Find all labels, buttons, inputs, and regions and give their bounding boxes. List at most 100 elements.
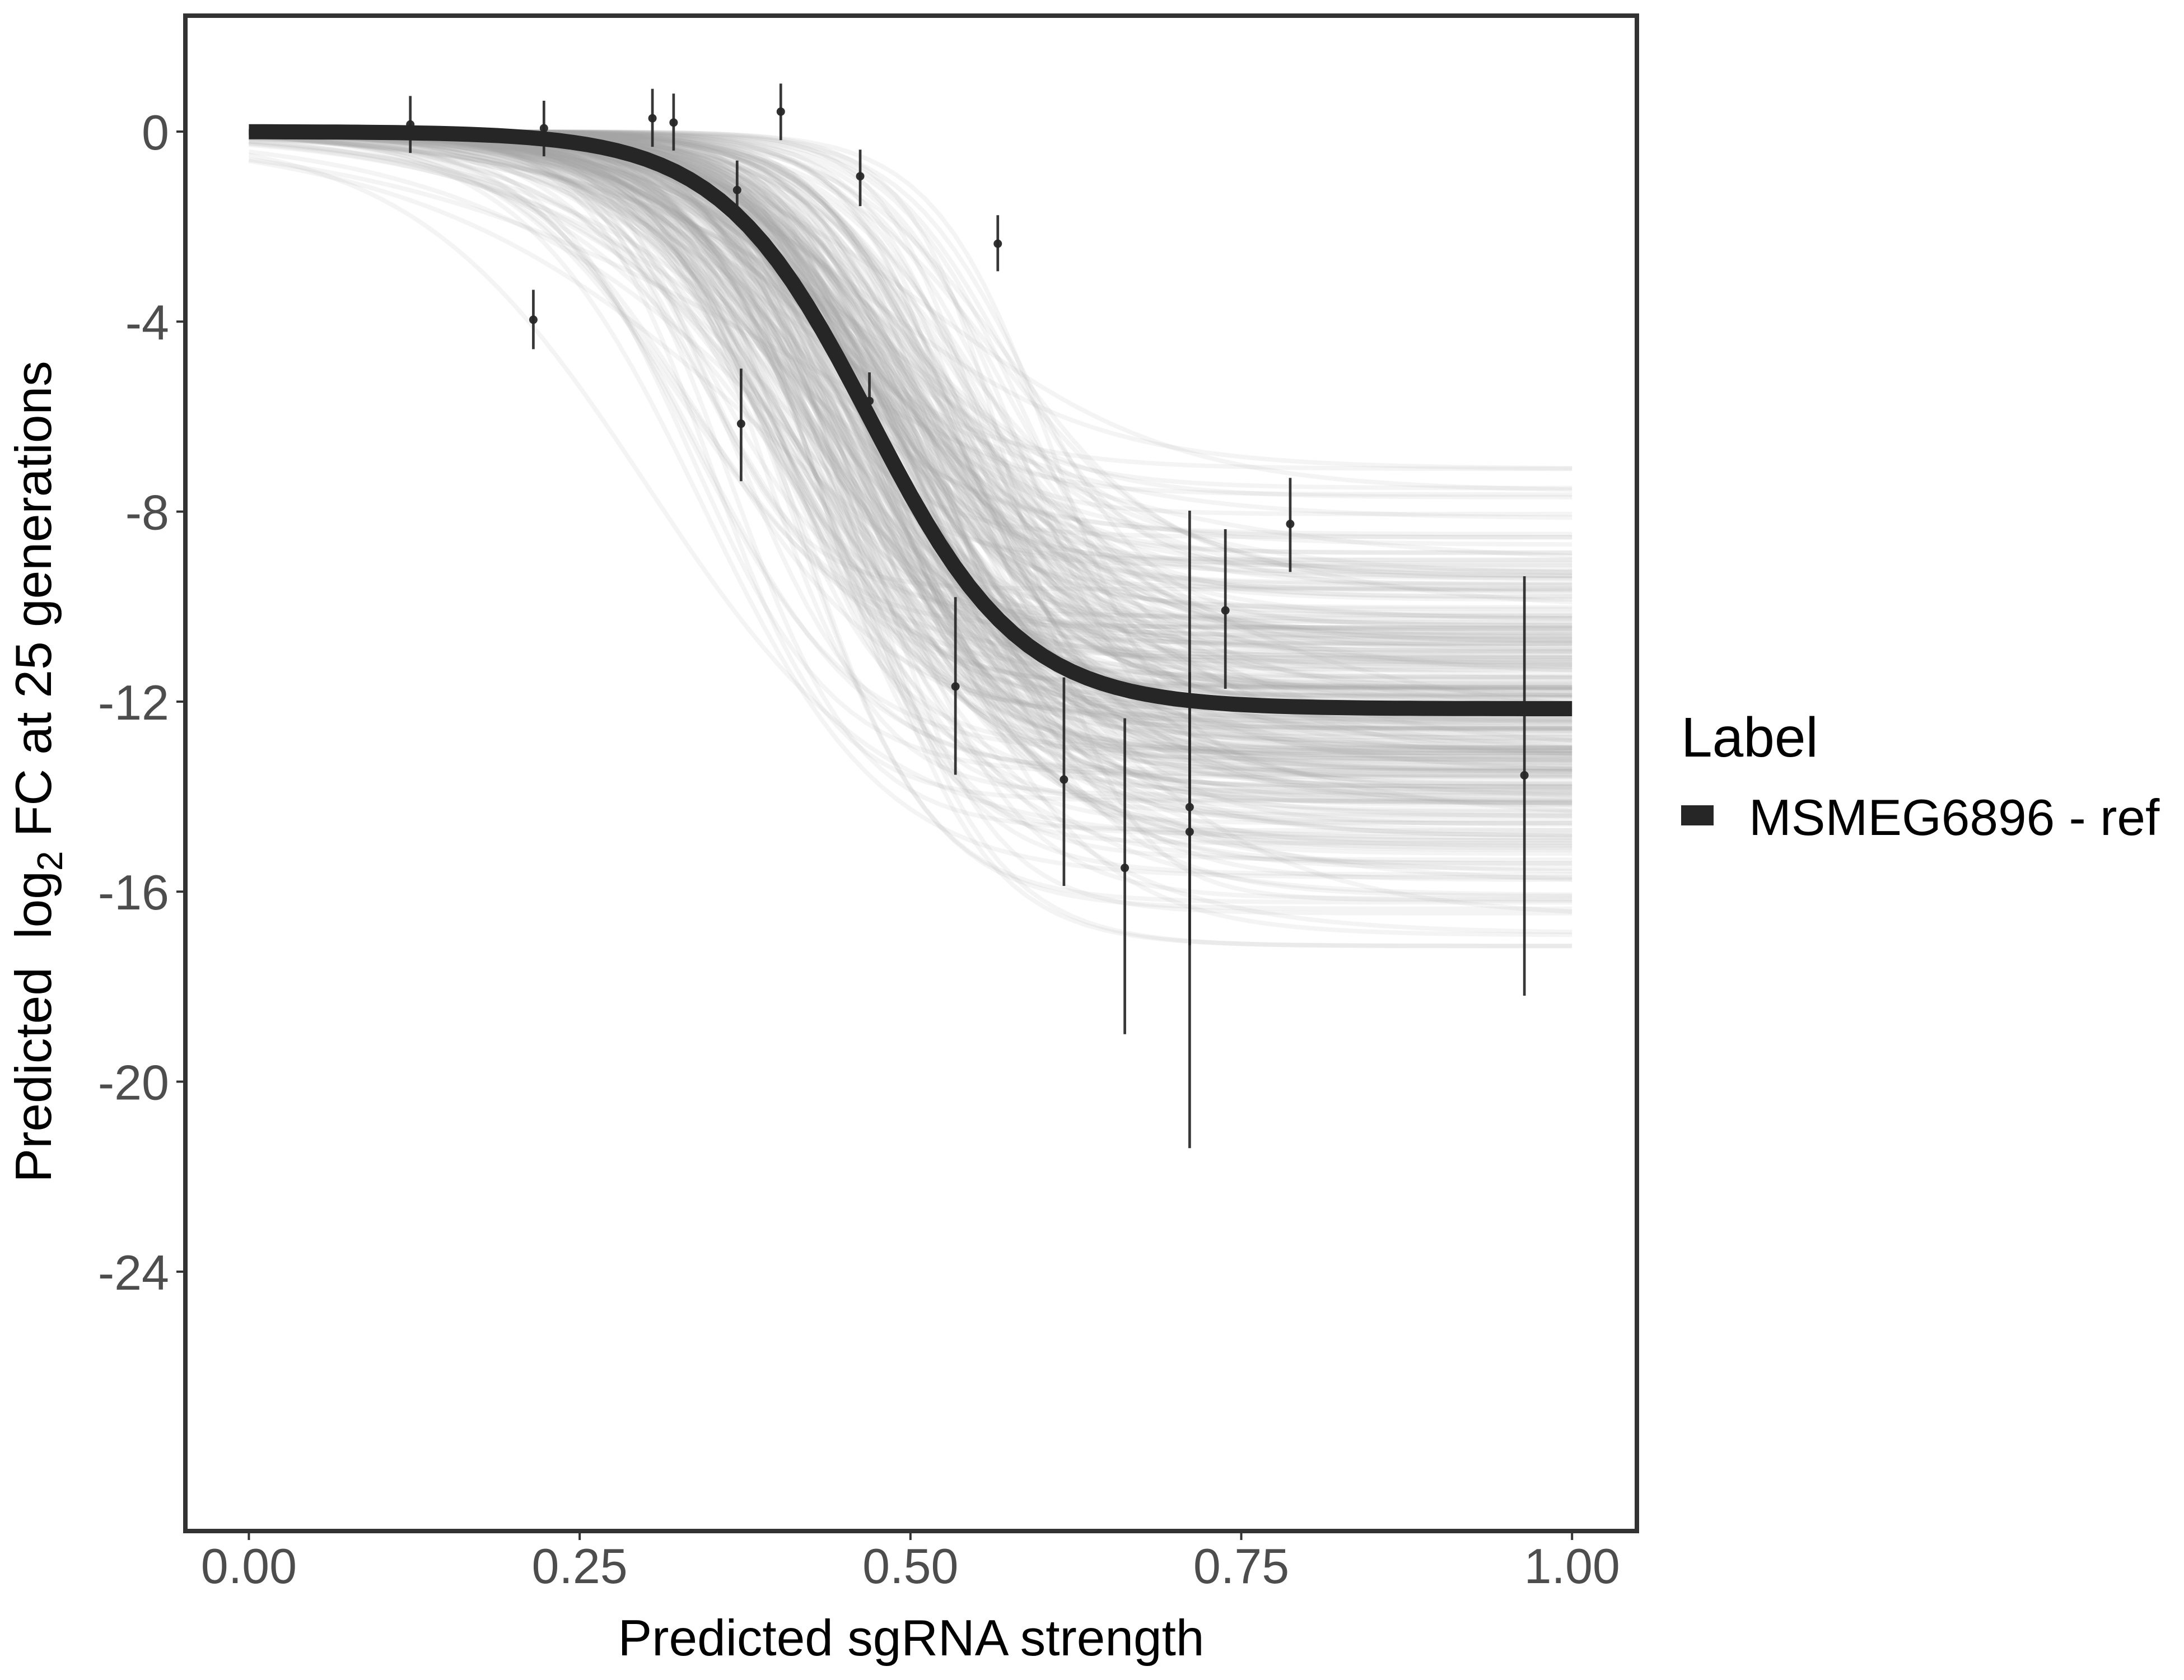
posterior-draw-curve	[249, 132, 1572, 667]
panel-border	[183, 13, 1639, 1533]
data-point	[993, 239, 1002, 248]
data-point-group	[406, 96, 415, 153]
legend: Label MSMEG6896 - ref	[1681, 706, 2160, 846]
posterior-draw-curve	[249, 130, 1572, 838]
posterior-draw-curve	[249, 137, 1572, 605]
y-tick-label: -24	[98, 1245, 169, 1300]
y-axis-title: Predicted log2 FC at 25 generations	[6, 361, 70, 1182]
x-axis-title: Predicted sgRNA strength	[618, 1610, 1204, 1667]
posterior-draw-curve	[249, 134, 1572, 679]
legend-title: Label	[1681, 706, 1818, 769]
posterior-draw-curve	[249, 129, 1572, 619]
posterior-draw-curve	[249, 132, 1572, 540]
posterior-draw-curve	[249, 132, 1572, 749]
posterior-draw-curve	[249, 131, 1572, 757]
y-axis-title-prefix: Predicted log	[6, 871, 62, 1182]
data-point	[1286, 520, 1295, 529]
data-point-group	[732, 160, 741, 217]
posterior-draw-curve	[249, 132, 1572, 755]
data-point	[856, 172, 865, 181]
data-point	[669, 118, 678, 127]
fitted-curve-layer	[249, 124, 1572, 716]
posterior-draw-curve	[249, 139, 1572, 881]
posterior-draw-curve	[249, 130, 1572, 626]
posterior-draw-curve	[249, 132, 1572, 706]
y-tick-label: 0	[142, 105, 169, 160]
data-point	[1520, 771, 1529, 780]
x-tick-label: 1.00	[1524, 1538, 1620, 1594]
data-point	[776, 107, 785, 116]
data-point-group	[951, 597, 960, 775]
data-point-group	[736, 368, 745, 482]
data-point	[1060, 775, 1068, 784]
data-point	[1185, 827, 1194, 836]
posterior-draw-curve	[249, 132, 1572, 897]
fitted-curve	[249, 124, 1572, 716]
y-axis-title-suffix: FC at 25 generations	[6, 361, 62, 851]
posterior-draw-curve	[248, 152, 1572, 843]
posterior-draw-curve	[249, 130, 1572, 690]
data-point-group	[865, 372, 874, 414]
data-point-group	[1185, 510, 1194, 1149]
data-point	[1121, 864, 1130, 872]
posterior-draw-curve	[249, 130, 1572, 699]
x-axis: 0.00 0.25 0.50 0.75 1.00	[201, 1533, 1620, 1594]
posterior-draw-curve	[249, 132, 1572, 660]
posterior-draw-curve	[249, 134, 1572, 880]
y-tick-label: -12	[98, 675, 169, 730]
posterior-draw-curve	[249, 130, 1572, 692]
posterior-draw-curve	[249, 132, 1572, 778]
data-point-group	[539, 100, 548, 157]
data-point-group	[669, 94, 678, 151]
posterior-draw-curve	[249, 133, 1572, 725]
posterior-draw-curve	[249, 129, 1572, 629]
posterior-draw-curve	[249, 136, 1572, 707]
posterior-draw-curve	[249, 130, 1572, 644]
posterior-draw-curve	[248, 158, 1572, 750]
posterior-draw-curve	[249, 132, 1572, 705]
posterior-draw-curve	[249, 133, 1572, 620]
posterior-draw-curve	[249, 130, 1572, 796]
posterior-draw-curve	[249, 130, 1572, 818]
posterior-draw-curve	[249, 129, 1572, 773]
posterior-draw-curve	[249, 131, 1572, 757]
y-tick-label: -20	[98, 1055, 169, 1110]
posterior-draw-curve	[249, 135, 1572, 520]
x-tick-label: 0.25	[531, 1538, 627, 1594]
posterior-draw-curve	[249, 139, 1572, 874]
x-tick-label: 0.50	[862, 1538, 958, 1594]
data-point	[539, 124, 548, 133]
posterior-draw-curve	[249, 130, 1572, 630]
data-point-group	[1221, 529, 1230, 689]
posterior-draw-curve	[249, 131, 1572, 806]
posterior-draw-curve	[249, 132, 1572, 749]
data-point-group	[529, 290, 538, 349]
posterior-draw-curve	[249, 130, 1572, 777]
data-point	[529, 315, 538, 324]
legend-entry-label: MSMEG6896 - ref	[1749, 790, 2160, 846]
posterior-draw-curve	[249, 129, 1572, 804]
data-point-group	[993, 215, 1002, 272]
posterior-draw-curve	[249, 133, 1572, 914]
posterior-draw-curve	[249, 132, 1572, 793]
posterior-draw-curve	[249, 130, 1572, 759]
posterior-draw-curve	[249, 130, 1572, 744]
y-tick-label: -8	[125, 485, 169, 540]
posterior-draw-curve	[249, 131, 1572, 774]
data-point-group	[1520, 576, 1529, 996]
posterior-draw-curve	[249, 141, 1572, 798]
data-point	[1221, 606, 1230, 615]
data-point-group	[1121, 718, 1130, 1034]
posterior-draw-curve	[249, 130, 1572, 773]
posterior-draw-curve	[249, 134, 1572, 753]
data-point-group	[776, 83, 785, 141]
posterior-draw-curve	[249, 131, 1572, 547]
posterior-draw-curve	[249, 130, 1572, 723]
posterior-draw-curve	[249, 132, 1572, 575]
x-tick-label: 0.75	[1193, 1538, 1289, 1594]
x-tick-label: 0.00	[201, 1538, 297, 1594]
posterior-draw-curve	[249, 134, 1572, 661]
data-point-group	[648, 88, 657, 147]
posterior-draw-curve	[249, 130, 1572, 698]
